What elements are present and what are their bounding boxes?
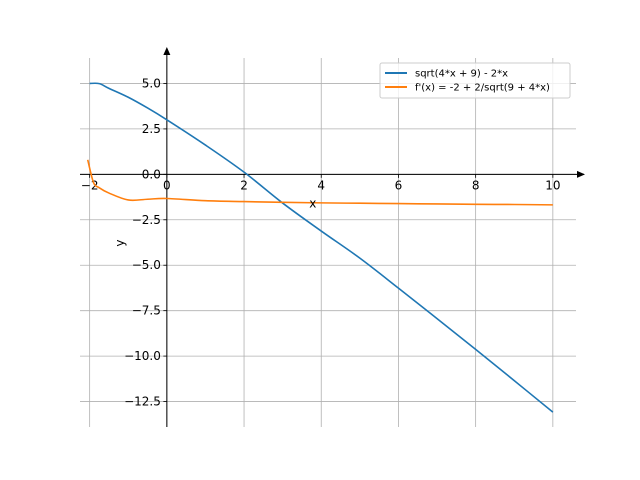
y-tick-label: −10.0 <box>124 349 161 363</box>
legend-box <box>379 62 571 99</box>
x-tick-label: 6 <box>395 178 403 192</box>
y-tick-label: 0.0 <box>142 167 161 181</box>
x-tick-label: 10 <box>545 178 560 192</box>
x-tick-label: 8 <box>472 178 480 192</box>
y-tick-label: 2.5 <box>142 122 161 136</box>
x-axis-label: x <box>309 196 316 210</box>
y-tick-label: −7.5 <box>132 304 161 318</box>
x-tick-labels: −2 0 2 4 6 8 10 <box>81 178 561 192</box>
y-tick-label: 5.0 <box>142 76 161 90</box>
y-axis-label: y <box>113 239 127 246</box>
legend-entry-series-2: f'(x) = -2 + 2/sqrt(9 + 4*x) <box>415 83 550 94</box>
legend: sqrt(4*x + 9) - 2*x f'(x) = -2 + 2/sqrt(… <box>379 62 571 99</box>
series-line-2 <box>86 159 553 206</box>
y-tick-label: −12.5 <box>124 395 161 409</box>
y-tick-labels: 5.0 2.5 0.0 −2.5 −5.0 −7.5 −10.0 −12.5 <box>124 76 161 408</box>
x-axis-arrow <box>577 170 585 178</box>
x-tick-label: 2 <box>240 178 248 192</box>
series-line-1 <box>89 82 554 413</box>
y-tick-label: −2.5 <box>132 213 161 227</box>
x-tick-label: 0 <box>163 178 171 192</box>
axes <box>80 47 585 427</box>
x-tick-label: 4 <box>317 178 325 192</box>
grid <box>80 58 576 427</box>
series-lines <box>86 82 554 413</box>
y-axis-arrow <box>163 47 171 55</box>
y-tick-label: −5.0 <box>132 258 161 272</box>
legend-entry-series-1: sqrt(4*x + 9) - 2*x <box>415 69 508 80</box>
